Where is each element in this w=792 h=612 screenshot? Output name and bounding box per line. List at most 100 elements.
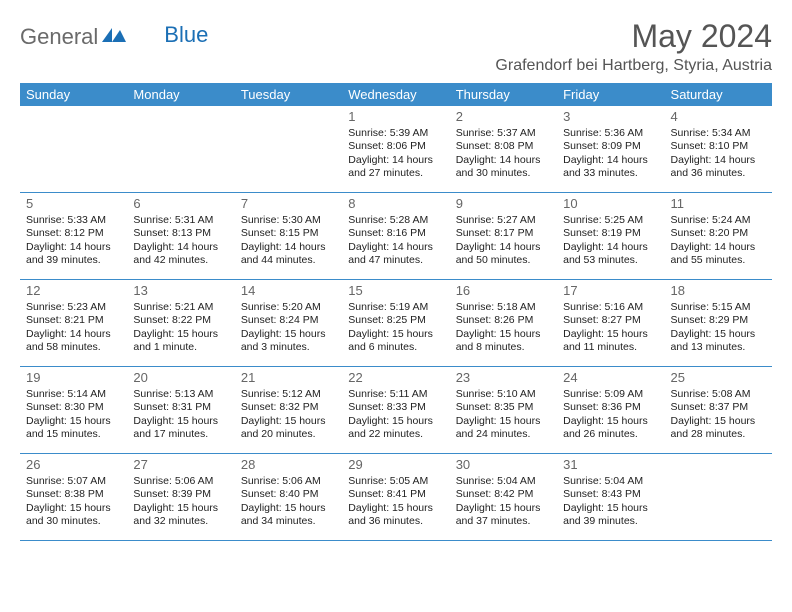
day-number: 22 — [348, 370, 443, 386]
page-subtitle: Grafendorf bei Hartberg, Styria, Austria — [495, 57, 772, 75]
daylight-text: Daylight: 15 hours and 24 minutes. — [456, 415, 551, 441]
sunset-text: Sunset: 8:13 PM — [133, 227, 228, 240]
sunrise-text: Sunrise: 5:06 AM — [133, 475, 228, 488]
sunrise-text: Sunrise: 5:28 AM — [348, 214, 443, 227]
daylight-text: Daylight: 15 hours and 28 minutes. — [671, 415, 766, 441]
sunrise-text: Sunrise: 5:39 AM — [348, 127, 443, 140]
sunset-text: Sunset: 8:21 PM — [26, 314, 121, 327]
day-cell: 12Sunrise: 5:23 AMSunset: 8:21 PMDayligh… — [20, 280, 127, 366]
dayhead: Friday — [557, 83, 664, 106]
header: General Blue May 2024 Grafendorf bei Har… — [20, 18, 772, 75]
sunset-text: Sunset: 8:25 PM — [348, 314, 443, 327]
day-cell: 26Sunrise: 5:07 AMSunset: 8:38 PMDayligh… — [20, 454, 127, 540]
daylight-text: Daylight: 15 hours and 39 minutes. — [563, 502, 658, 528]
daylight-text: Daylight: 14 hours and 27 minutes. — [348, 154, 443, 180]
logo: General Blue — [20, 24, 208, 50]
sunrise-text: Sunrise: 5:04 AM — [456, 475, 551, 488]
day-cell: 18Sunrise: 5:15 AMSunset: 8:29 PMDayligh… — [665, 280, 772, 366]
dayhead: Thursday — [450, 83, 557, 106]
day-number: 15 — [348, 283, 443, 299]
daylight-text: Daylight: 15 hours and 34 minutes. — [241, 502, 336, 528]
day-number: 26 — [26, 457, 121, 473]
sunrise-text: Sunrise: 5:21 AM — [133, 301, 228, 314]
daylight-text: Daylight: 15 hours and 13 minutes. — [671, 328, 766, 354]
dayhead-row: SundayMondayTuesdayWednesdayThursdayFrid… — [20, 83, 772, 106]
sunrise-text: Sunrise: 5:24 AM — [671, 214, 766, 227]
sunset-text: Sunset: 8:41 PM — [348, 488, 443, 501]
day-cell: 25Sunrise: 5:08 AMSunset: 8:37 PMDayligh… — [665, 367, 772, 453]
title-block: May 2024 Grafendorf bei Hartberg, Styria… — [495, 18, 772, 75]
day-number: 8 — [348, 196, 443, 212]
day-number: 19 — [26, 370, 121, 386]
day-cell: 14Sunrise: 5:20 AMSunset: 8:24 PMDayligh… — [235, 280, 342, 366]
day-cell: 9 Sunrise: 5:27 AMSunset: 8:17 PMDaylight… — [450, 193, 557, 279]
logo-text-blue: Blue — [164, 22, 208, 48]
daylight-text: Daylight: 14 hours and 39 minutes. — [26, 241, 121, 267]
sunset-text: Sunset: 8:27 PM — [563, 314, 658, 327]
sunrise-text: Sunrise: 5:34 AM — [671, 127, 766, 140]
sunrise-text: Sunrise: 5:19 AM — [348, 301, 443, 314]
sunrise-text: Sunrise: 5:16 AM — [563, 301, 658, 314]
sunrise-text: Sunrise: 5:14 AM — [26, 388, 121, 401]
sunrise-text: Sunrise: 5:27 AM — [456, 214, 551, 227]
day-cell: 24Sunrise: 5:09 AMSunset: 8:36 PMDayligh… — [557, 367, 664, 453]
daylight-text: Daylight: 14 hours and 44 minutes. — [241, 241, 336, 267]
day-number: 23 — [456, 370, 551, 386]
sunset-text: Sunset: 8:33 PM — [348, 401, 443, 414]
sunset-text: Sunset: 8:38 PM — [26, 488, 121, 501]
daylight-text: Daylight: 14 hours and 47 minutes. — [348, 241, 443, 267]
day-number: 2 — [456, 109, 551, 125]
sunset-text: Sunset: 8:31 PM — [133, 401, 228, 414]
day-number: 24 — [563, 370, 658, 386]
sunset-text: Sunset: 8:17 PM — [456, 227, 551, 240]
week-row: 26Sunrise: 5:07 AMSunset: 8:38 PMDayligh… — [20, 454, 772, 541]
day-cell: 8Sunrise: 5:28 AMSunset: 8:16 PMDaylight… — [342, 193, 449, 279]
day-number: 9 — [456, 196, 551, 212]
day-number: 20 — [133, 370, 228, 386]
week-row: 19Sunrise: 5:14 AMSunset: 8:30 PMDayligh… — [20, 367, 772, 454]
sunrise-text: Sunrise: 5:08 AM — [671, 388, 766, 401]
sunrise-text: Sunrise: 5:11 AM — [348, 388, 443, 401]
dayhead: Monday — [127, 83, 234, 106]
sunset-text: Sunset: 8:22 PM — [133, 314, 228, 327]
day-number: 18 — [671, 283, 766, 299]
day-cell: 23Sunrise: 5:10 AMSunset: 8:35 PMDayligh… — [450, 367, 557, 453]
day-cell: 2Sunrise: 5:37 AMSunset: 8:08 PMDaylight… — [450, 106, 557, 192]
sunset-text: Sunset: 8:43 PM — [563, 488, 658, 501]
daylight-text: Daylight: 15 hours and 6 minutes. — [348, 328, 443, 354]
day-number: 14 — [241, 283, 336, 299]
daylight-text: Daylight: 15 hours and 3 minutes. — [241, 328, 336, 354]
daylight-text: Daylight: 14 hours and 53 minutes. — [563, 241, 658, 267]
daylight-text: Daylight: 14 hours and 33 minutes. — [563, 154, 658, 180]
day-number: 3 — [563, 109, 658, 125]
day-number: 1 — [348, 109, 443, 125]
day-number: 10 — [563, 196, 658, 212]
daylight-text: Daylight: 14 hours and 55 minutes. — [671, 241, 766, 267]
sunrise-text: Sunrise: 5:20 AM — [241, 301, 336, 314]
sunrise-text: Sunrise: 5:18 AM — [456, 301, 551, 314]
day-cell — [665, 454, 772, 540]
daylight-text: Daylight: 14 hours and 50 minutes. — [456, 241, 551, 267]
day-number: 13 — [133, 283, 228, 299]
daylight-text: Daylight: 15 hours and 15 minutes. — [26, 415, 121, 441]
day-cell — [127, 106, 234, 192]
day-cell: 3Sunrise: 5:36 AMSunset: 8:09 PMDaylight… — [557, 106, 664, 192]
day-cell: 20Sunrise: 5:13 AMSunset: 8:31 PMDayligh… — [127, 367, 234, 453]
day-cell: 27Sunrise: 5:06 AMSunset: 8:39 PMDayligh… — [127, 454, 234, 540]
day-cell: 29Sunrise: 5:05 AMSunset: 8:41 PMDayligh… — [342, 454, 449, 540]
page-title: May 2024 — [495, 18, 772, 55]
dayhead: Sunday — [20, 83, 127, 106]
logo-text-general: General — [20, 24, 98, 50]
sunrise-text: Sunrise: 5:12 AM — [241, 388, 336, 401]
sunrise-text: Sunrise: 5:31 AM — [133, 214, 228, 227]
sunset-text: Sunset: 8:39 PM — [133, 488, 228, 501]
day-number: 25 — [671, 370, 766, 386]
sunset-text: Sunset: 8:20 PM — [671, 227, 766, 240]
day-number: 4 — [671, 109, 766, 125]
sunrise-text: Sunrise: 5:04 AM — [563, 475, 658, 488]
sunset-text: Sunset: 8:15 PM — [241, 227, 336, 240]
week-row: 5Sunrise: 5:33 AMSunset: 8:12 PMDaylight… — [20, 193, 772, 280]
daylight-text: Daylight: 14 hours and 36 minutes. — [671, 154, 766, 180]
sunset-text: Sunset: 8:40 PM — [241, 488, 336, 501]
day-number: 29 — [348, 457, 443, 473]
